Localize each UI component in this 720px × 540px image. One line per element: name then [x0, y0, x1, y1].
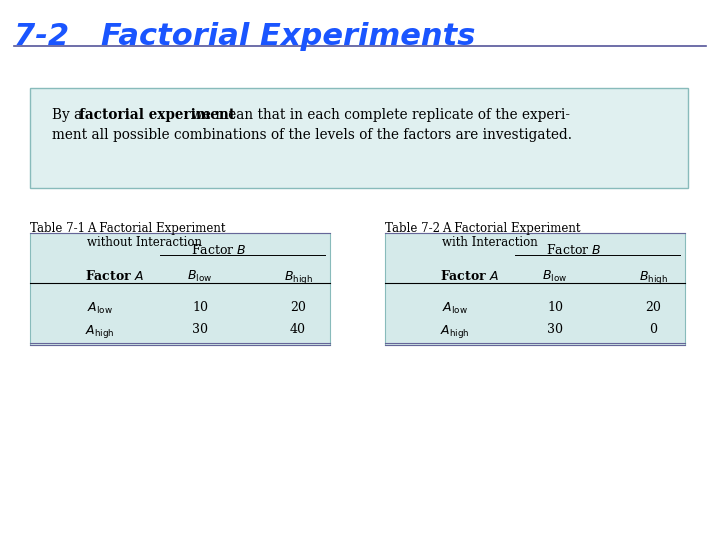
Text: Factor $B$: Factor $B$: [192, 243, 247, 257]
Text: 7-2   Factorial Experiments: 7-2 Factorial Experiments: [14, 22, 475, 51]
Text: $A_\mathrm{low}$: $A_\mathrm{low}$: [442, 301, 468, 316]
Text: Factor $A$: Factor $A$: [440, 269, 500, 283]
Text: Table 7-2: Table 7-2: [385, 222, 440, 235]
Text: A Factorial Experiment: A Factorial Experiment: [87, 222, 225, 235]
FancyBboxPatch shape: [385, 233, 685, 345]
Text: 40: 40: [290, 323, 306, 336]
Text: A Factorial Experiment: A Factorial Experiment: [442, 222, 580, 235]
Text: $A_\mathrm{high}$: $A_\mathrm{high}$: [85, 323, 114, 340]
Text: By a: By a: [52, 108, 86, 122]
Text: 0: 0: [649, 323, 657, 336]
Text: 20: 20: [290, 301, 306, 314]
Text: with Interaction: with Interaction: [442, 236, 538, 249]
Text: Factor $A$: Factor $A$: [85, 269, 144, 283]
Text: $B_\mathrm{high}$: $B_\mathrm{high}$: [284, 269, 312, 286]
Text: Table 7-1: Table 7-1: [30, 222, 85, 235]
Text: 30: 30: [192, 323, 208, 336]
Text: 20: 20: [645, 301, 661, 314]
Text: 10: 10: [192, 301, 208, 314]
Text: we mean that in each complete replicate of the experi-: we mean that in each complete replicate …: [187, 108, 570, 122]
FancyBboxPatch shape: [30, 88, 688, 188]
Text: $B_\mathrm{low}$: $B_\mathrm{low}$: [187, 269, 212, 284]
Text: without Interaction: without Interaction: [87, 236, 202, 249]
Text: $A_\mathrm{high}$: $A_\mathrm{high}$: [440, 323, 469, 340]
Text: $A_\mathrm{low}$: $A_\mathrm{low}$: [87, 301, 113, 316]
Text: 30: 30: [547, 323, 563, 336]
Text: $B_\mathrm{high}$: $B_\mathrm{high}$: [639, 269, 667, 286]
Text: Factor $B$: Factor $B$: [546, 243, 602, 257]
Text: ment all possible combinations of the levels of the factors are investigated.: ment all possible combinations of the le…: [52, 128, 572, 142]
Text: $B_\mathrm{low}$: $B_\mathrm{low}$: [542, 269, 567, 284]
Text: factorial experiment: factorial experiment: [79, 108, 235, 122]
FancyBboxPatch shape: [30, 233, 330, 345]
Text: 10: 10: [547, 301, 563, 314]
